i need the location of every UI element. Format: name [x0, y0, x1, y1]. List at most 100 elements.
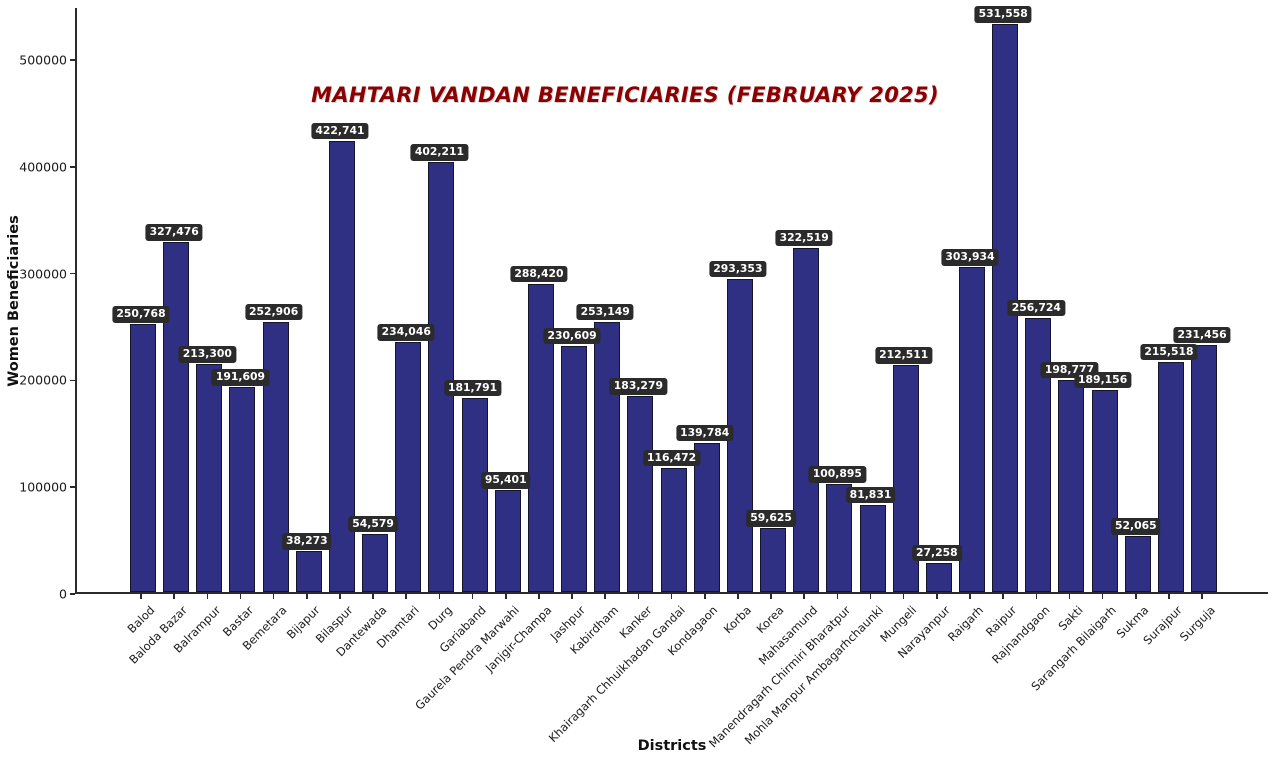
- bar-surguja: [1191, 344, 1218, 592]
- bar-manendragarh-chirmiri-bharatpur: [826, 484, 853, 592]
- bar-value-korba: 293,353: [709, 260, 767, 278]
- y-tick-label-100000: 100000: [19, 479, 67, 495]
- x-tick-mark: [1168, 594, 1170, 599]
- bar-durg: [428, 162, 455, 592]
- x-tick-mark: [405, 594, 408, 599]
- bar-value-gariaband: 181,791: [444, 379, 502, 397]
- y-axis-label: Women Beneficiaries: [6, 215, 22, 387]
- x-tick-mark: [737, 594, 739, 599]
- bar-kanker: [627, 396, 654, 592]
- bar-value-sukma: 52,065: [1110, 518, 1161, 535]
- bar-sarangarh-bilaigarh: [1091, 389, 1118, 592]
- bar-rajnandgaon: [1025, 317, 1052, 592]
- x-tick-mark: [936, 594, 938, 599]
- bar-surajpur: [1157, 361, 1184, 592]
- bar-khairagarh-chhuikhadan-gandai: [660, 467, 687, 592]
- bar-sakti: [1058, 379, 1085, 592]
- x-tick-mark: [206, 594, 209, 599]
- x-tick-mark: [803, 594, 805, 599]
- y-tick-label-500000: 500000: [19, 52, 67, 68]
- bar-raigarh: [959, 267, 985, 592]
- bar-jashpur: [561, 345, 588, 592]
- x-tick-label-sakti: Sakti: [1055, 603, 1086, 634]
- x-tick-mark: [869, 594, 872, 599]
- bar-value-rajnandgaon: 256,724: [1007, 299, 1065, 317]
- bar-value-dantewada: 54,579: [348, 515, 398, 533]
- y-tick-label-0: 0: [59, 586, 67, 602]
- x-tick-mark: [604, 594, 607, 599]
- bar-value-balod: 250,768: [112, 306, 170, 323]
- bar-value-khairagarh-chhuikhadan-gandai: 116,472: [642, 449, 701, 467]
- x-tick-mark: [1002, 594, 1004, 599]
- bar-value-mohla-manpur-ambagarhchaunki: 81,831: [845, 486, 896, 504]
- y-tick-mark: [70, 379, 75, 382]
- bar-balrampur: [196, 364, 223, 592]
- bar-value-janjgir-champa: 288,420: [510, 265, 568, 283]
- bar-bemetara: [262, 321, 289, 592]
- bar-value-sarangarh-bilaigarh: 189,156: [1074, 371, 1132, 389]
- bar-value-korea: 59,625: [746, 510, 796, 527]
- bar-value-mungeli: 212,511: [875, 347, 933, 364]
- x-tick-mark: [770, 594, 772, 599]
- x-tick-mark: [538, 594, 540, 599]
- y-tick-mark: [70, 486, 75, 488]
- bar-bijapur: [295, 551, 322, 592]
- x-tick-mark: [670, 594, 673, 599]
- x-tick-mark: [571, 594, 573, 599]
- x-tick-mark: [1101, 594, 1104, 599]
- x-tick-mark: [471, 594, 474, 599]
- bar-value-manendragarh-chirmiri-bharatpur: 100,895: [808, 466, 866, 483]
- bar-value-raigarh: 303,934: [941, 249, 999, 266]
- bar-value-balrampur: 213,300: [178, 346, 236, 363]
- x-tick-mark: [306, 594, 308, 599]
- x-tick-label-korba: Korba: [720, 603, 754, 637]
- bar-mahasamund: [793, 247, 820, 592]
- bar-korea: [760, 528, 787, 592]
- x-tick-mark: [239, 594, 242, 599]
- bar-bastar: [229, 387, 256, 592]
- bar-value-bemetara: 252,906: [245, 303, 303, 321]
- x-tick-mark: [140, 594, 142, 599]
- x-tick-mark: [504, 594, 507, 599]
- x-axis-label: Districts: [637, 738, 707, 754]
- bar-dantewada: [362, 533, 389, 592]
- bar-value-gaurela-pendra-marwahi: 95,401: [480, 472, 531, 489]
- x-tick-mark: [1135, 594, 1137, 599]
- x-tick-mark: [173, 594, 175, 599]
- x-tick-mark: [438, 594, 441, 599]
- bar-value-jashpur: 230,609: [543, 327, 601, 345]
- x-tick-mark: [372, 594, 374, 599]
- x-tick-mark: [1035, 594, 1038, 599]
- x-tick-mark: [969, 594, 971, 599]
- y-tick-mark: [70, 59, 75, 61]
- bar-value-kondagaon: 139,784: [676, 424, 734, 442]
- x-tick-label-surguja: Surguja: [1177, 603, 1219, 644]
- bar-value-raipur: 531,558: [974, 6, 1032, 23]
- bar-value-surajpur: 215,518: [1140, 343, 1198, 361]
- bar-balod: [130, 324, 156, 592]
- x-tick-mark: [902, 594, 905, 599]
- x-tick-mark: [339, 594, 341, 599]
- x-tick-label-durg: Durg: [425, 603, 456, 633]
- bar-baloda-bazar: [163, 242, 190, 592]
- bar-mohla-manpur-ambagarhchaunki: [859, 504, 886, 592]
- x-tick-mark: [272, 594, 275, 599]
- bar-value-kanker: 183,279: [609, 378, 667, 395]
- y-tick-label-300000: 300000: [19, 266, 67, 282]
- y-tick-mark: [70, 593, 75, 595]
- y-tick-label-200000: 200000: [19, 372, 67, 388]
- x-tick-mark: [637, 594, 640, 599]
- bar-kondagaon: [693, 442, 720, 592]
- bar-narayanpur: [925, 562, 952, 592]
- bar-value-narayanpur: 27,258: [911, 544, 962, 562]
- bar-sukma: [1124, 536, 1151, 592]
- x-tick-mark: [1068, 594, 1071, 599]
- bar-gariaband: [461, 397, 488, 592]
- bar-value-baloda-bazar: 327,476: [145, 224, 203, 241]
- chart-title: MAHTARI VANDAN BENEFICIARIES (FEBRUARY 2…: [311, 83, 939, 107]
- bar-value-dhamtari: 234,046: [377, 324, 435, 341]
- y-tick-mark: [70, 272, 75, 275]
- bar-value-surguja: 231,456: [1173, 326, 1231, 344]
- x-tick-mark: [703, 594, 706, 599]
